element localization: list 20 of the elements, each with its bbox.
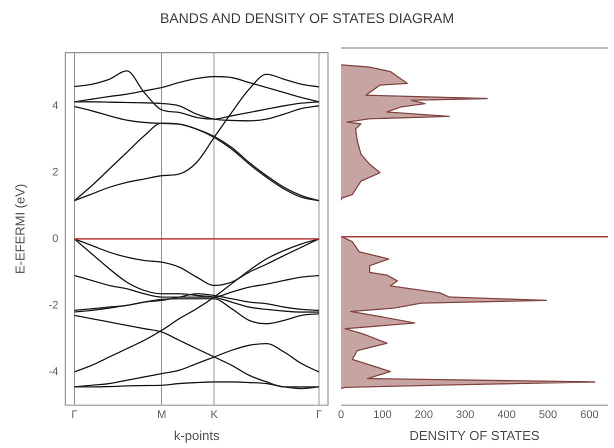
y-tick-label: -2 <box>48 299 58 312</box>
x-tick-label: 500 <box>538 408 558 421</box>
y-tick-label: -4 <box>48 366 58 378</box>
x-tick-label: Γ <box>316 408 322 421</box>
y-tick-label: 0 <box>52 232 58 245</box>
chart-title: BANDS AND DENSITY OF STATES DIAGRAM <box>158 9 456 28</box>
x-tick-label: 300 <box>456 408 474 421</box>
x-tick-label: 600 <box>580 408 599 421</box>
x-tick-label: 0 <box>338 408 344 421</box>
x-tick-label: M <box>157 408 166 421</box>
y-tick-label: 4 <box>52 100 58 112</box>
x-tick-label: 200 <box>414 408 434 421</box>
x-axis-title: k-points <box>174 428 220 443</box>
y-axis-title: E-EFERMI (eV) <box>12 184 28 274</box>
x-tick-label: 400 <box>497 408 516 421</box>
x-tick-label: K <box>210 408 218 421</box>
x-tick-label: Γ <box>71 408 78 421</box>
x-axis-title: DENSITY OF STATES <box>410 428 540 443</box>
x-tick-label: 100 <box>373 408 392 421</box>
y-tick-label: 2 <box>52 166 58 178</box>
